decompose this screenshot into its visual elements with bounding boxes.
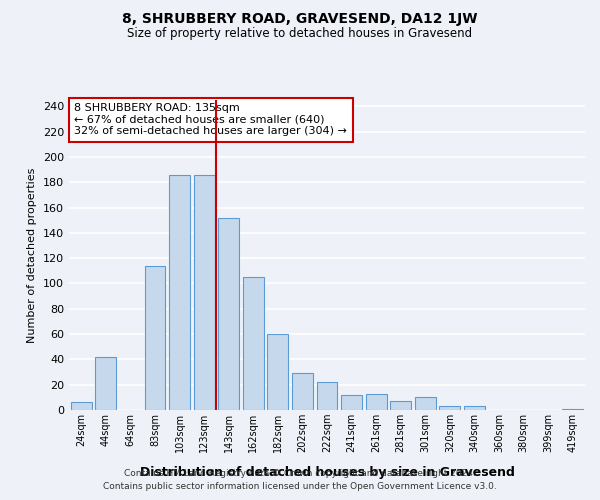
Bar bbox=[71, 402, 92, 410]
Bar bbox=[439, 406, 460, 410]
Bar bbox=[292, 374, 313, 410]
Bar bbox=[243, 277, 264, 410]
Bar bbox=[415, 398, 436, 410]
X-axis label: Distribution of detached houses by size in Gravesend: Distribution of detached houses by size … bbox=[140, 466, 514, 479]
Bar bbox=[317, 382, 337, 410]
Bar bbox=[169, 174, 190, 410]
Text: Contains public sector information licensed under the Open Government Licence v3: Contains public sector information licen… bbox=[103, 482, 497, 491]
Text: 8, SHRUBBERY ROAD, GRAVESEND, DA12 1JW: 8, SHRUBBERY ROAD, GRAVESEND, DA12 1JW bbox=[122, 12, 478, 26]
Bar bbox=[145, 266, 166, 410]
Bar bbox=[194, 174, 215, 410]
Text: Contains HM Land Registry data © Crown copyright and database right 2024.: Contains HM Land Registry data © Crown c… bbox=[124, 468, 476, 477]
Bar bbox=[218, 218, 239, 410]
Text: Size of property relative to detached houses in Gravesend: Size of property relative to detached ho… bbox=[127, 28, 473, 40]
Bar bbox=[95, 357, 116, 410]
Bar bbox=[464, 406, 485, 410]
Bar bbox=[341, 395, 362, 410]
Bar bbox=[365, 394, 386, 410]
Bar bbox=[562, 408, 583, 410]
Bar bbox=[390, 401, 411, 410]
Y-axis label: Number of detached properties: Number of detached properties bbox=[28, 168, 37, 342]
Bar bbox=[268, 334, 289, 410]
Text: 8 SHRUBBERY ROAD: 135sqm
← 67% of detached houses are smaller (640)
32% of semi-: 8 SHRUBBERY ROAD: 135sqm ← 67% of detach… bbox=[74, 103, 347, 136]
